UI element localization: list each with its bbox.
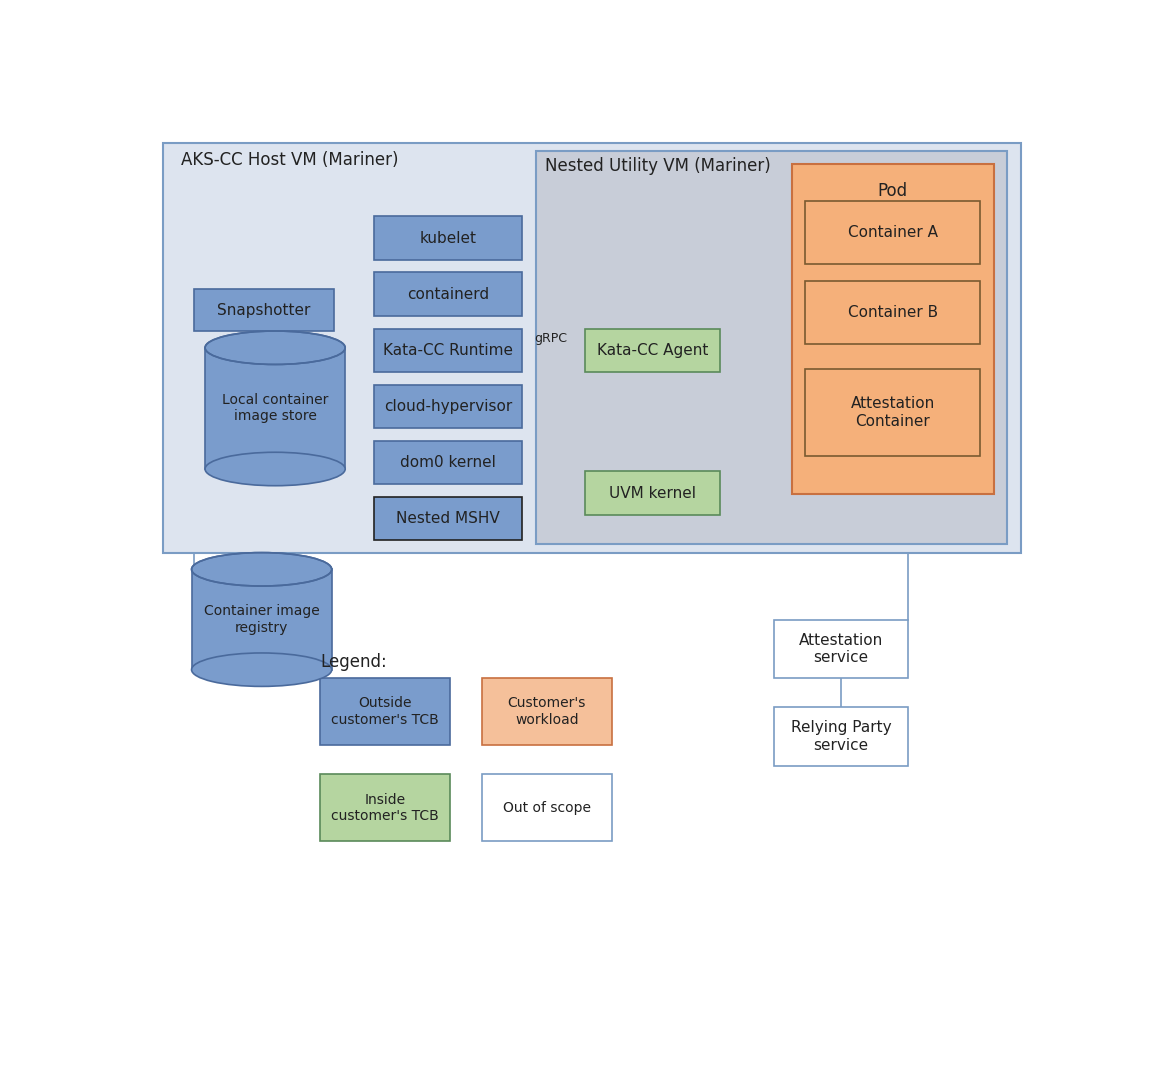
Bar <box>806 281 981 343</box>
Bar <box>320 678 450 745</box>
Text: Container A: Container A <box>847 225 938 240</box>
Text: Kata-CC Runtime: Kata-CC Runtime <box>382 343 513 357</box>
Text: Nested Utility VM (Mariner): Nested Utility VM (Mariner) <box>545 157 771 175</box>
Bar <box>535 151 1007 544</box>
Text: gRPC: gRPC <box>534 332 568 345</box>
Bar <box>806 201 981 264</box>
Text: Customer's
workload: Customer's workload <box>508 696 586 727</box>
Polygon shape <box>205 348 345 469</box>
Bar <box>374 273 523 316</box>
Text: Attestation
Container: Attestation Container <box>851 396 935 429</box>
Bar <box>585 471 720 515</box>
Bar <box>806 368 981 456</box>
Text: Pod: Pod <box>877 182 907 200</box>
Bar <box>482 678 612 745</box>
Polygon shape <box>191 569 331 670</box>
Text: Container B: Container B <box>847 305 938 319</box>
Bar <box>792 164 993 494</box>
Bar <box>774 619 909 678</box>
Text: Inside
customer's TCB: Inside customer's TCB <box>331 793 439 823</box>
Bar <box>162 143 1021 553</box>
Text: containerd: containerd <box>407 287 489 302</box>
Text: Local container
image store: Local container image store <box>221 393 328 424</box>
Text: Out of scope: Out of scope <box>503 800 591 814</box>
Bar <box>774 707 909 766</box>
Text: kubelet: kubelet <box>420 230 476 245</box>
Text: Outside
customer's TCB: Outside customer's TCB <box>331 696 439 727</box>
Text: Snapshotter: Snapshotter <box>217 303 311 317</box>
Bar <box>320 774 450 841</box>
Text: Nested MSHV: Nested MSHV <box>396 510 500 526</box>
Bar <box>585 328 720 372</box>
Ellipse shape <box>191 553 331 586</box>
Bar <box>374 441 523 484</box>
Bar <box>482 774 612 841</box>
Bar <box>374 328 523 372</box>
Text: dom0 kernel: dom0 kernel <box>400 455 496 470</box>
Bar <box>374 496 523 540</box>
Bar <box>195 289 334 331</box>
Ellipse shape <box>205 331 345 365</box>
Text: Container image
registry: Container image registry <box>204 605 320 634</box>
Text: Attestation
service: Attestation service <box>799 632 883 665</box>
Ellipse shape <box>191 653 331 686</box>
Bar <box>374 216 523 260</box>
Ellipse shape <box>205 452 345 485</box>
Text: UVM kernel: UVM kernel <box>608 485 695 501</box>
Text: Legend:: Legend: <box>320 653 387 671</box>
Text: Kata-CC Agent: Kata-CC Agent <box>597 343 708 357</box>
Bar <box>374 384 523 428</box>
Text: AKS-CC Host VM (Mariner): AKS-CC Host VM (Mariner) <box>181 151 399 169</box>
Text: cloud-hypervisor: cloud-hypervisor <box>384 399 512 414</box>
Text: Relying Party
service: Relying Party service <box>790 720 891 753</box>
